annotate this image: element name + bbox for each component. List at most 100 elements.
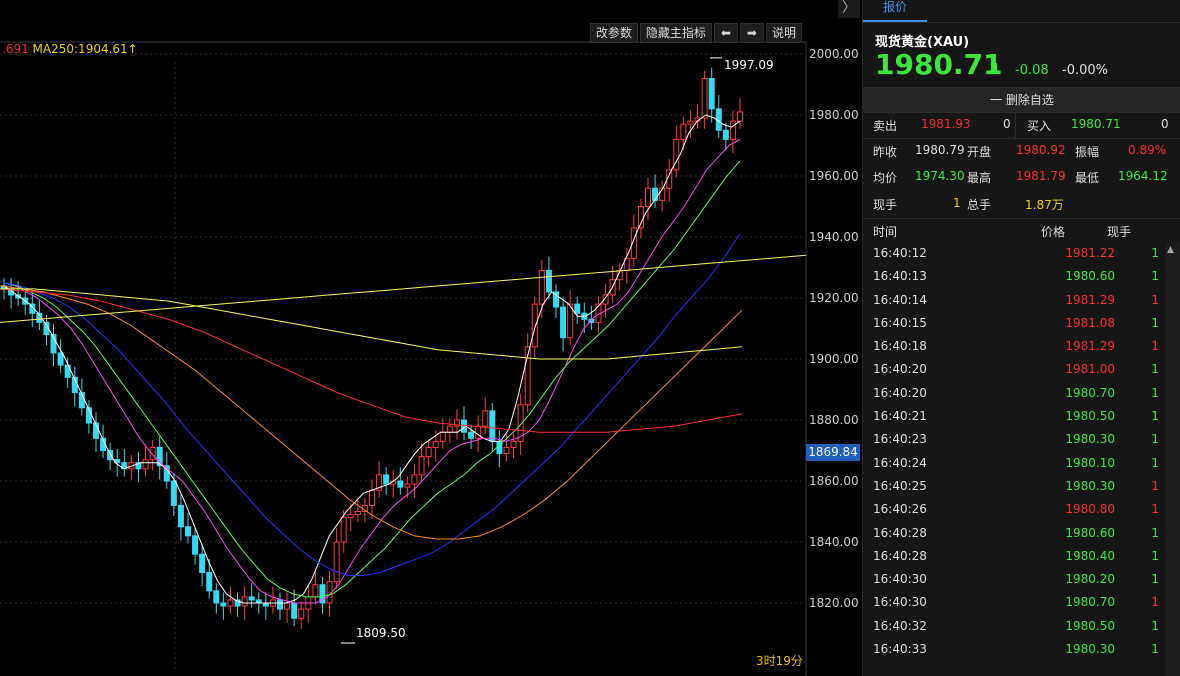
- tick-row: 16:40:12 1981.22 1: [863, 242, 1165, 265]
- tick-row: 16:40:30 1980.70 1: [863, 591, 1165, 614]
- stats-row-3: 现手 1 总手 1.87万: [863, 191, 1180, 217]
- candle-body: [602, 294, 609, 305]
- tick-price: 1980.70: [1065, 385, 1115, 400]
- price-change-pct: -0.00%: [1062, 63, 1108, 78]
- candle-body: [177, 504, 184, 528]
- candle-body: [737, 111, 743, 122]
- y-tick-label: 1860.00: [809, 474, 859, 488]
- buy-vol: 0: [1161, 117, 1169, 131]
- candle-body: [234, 599, 241, 607]
- candle-body: [510, 440, 517, 448]
- tick-row: 16:40:18 1981.29 1: [863, 335, 1165, 358]
- bid-ask-row: 卖出 1981.93 0 买入 1980.71 0: [863, 112, 1180, 138]
- quote-panel: 报价 现货黄金(XAU) 1980.71 ⬇ -0.08 -0.00% 一 删除…: [862, 0, 1180, 676]
- candle-body: [376, 474, 383, 491]
- y-tick-label: 1940.00: [809, 230, 859, 244]
- help-button[interactable]: 说明: [765, 23, 802, 43]
- stats-row-2: 均价 1974.30 最高 1981.79 最低 1964.12: [863, 164, 1180, 190]
- tick-price: 1980.50: [1065, 409, 1115, 424]
- candle-body: [156, 446, 163, 467]
- bid-ask-divider: [1015, 112, 1016, 138]
- tick-row: 16:40:20 1980.70 1: [863, 382, 1165, 405]
- candle-body: [404, 483, 411, 488]
- tab-quote[interactable]: 报价: [863, 0, 927, 22]
- candle-body: [312, 584, 319, 598]
- tick-vol: 1: [1151, 548, 1159, 563]
- candle-body: [439, 431, 446, 442]
- tick-price: 1980.50: [1065, 618, 1115, 633]
- y-tick-label: 1880.00: [809, 413, 859, 427]
- candle-body: [418, 456, 425, 476]
- candle-body: [213, 590, 220, 604]
- y-tick-label: 1960.00: [809, 169, 859, 183]
- kline-chart-area[interactable]: 2000.00 1980.00 1960.00 1940.00 1920.00 1900.…: [0, 0, 862, 676]
- tick-time: 16:40:18: [873, 339, 927, 354]
- candle-body: [545, 270, 552, 293]
- candle-body: [538, 270, 545, 305]
- high-annotation: 1997.09: [724, 58, 774, 72]
- tick-vol: 1: [1151, 455, 1159, 470]
- divider: [863, 218, 1180, 219]
- tick-price: 1980.80: [1065, 502, 1115, 517]
- change-params-button[interactable]: 改参数: [589, 23, 638, 43]
- candle-body: [333, 541, 340, 583]
- tick-time: 16:40:13: [873, 269, 927, 284]
- tick-row: 16:40:14 1981.29 1: [863, 289, 1165, 312]
- candle-body: [291, 602, 298, 619]
- tick-price: 1980.60: [1065, 269, 1115, 284]
- candle-body: [680, 123, 687, 140]
- price-change: -0.08: [1015, 63, 1049, 78]
- candle-body: [531, 303, 538, 348]
- tick-row: 16:40:13 1980.60 1: [863, 265, 1165, 288]
- amp: 0.89%: [1128, 143, 1167, 157]
- tick-row: 16:40:33 1980.30 1: [863, 638, 1165, 661]
- candle-body: [383, 474, 390, 485]
- kline-chart[interactable]: 2000.00 1980.00 1960.00 1940.00 1920.00 1900.…: [0, 0, 862, 676]
- candle-body: [503, 446, 510, 455]
- candle-body: [354, 511, 361, 516]
- tick-list-scrollbar[interactable]: [1165, 242, 1180, 676]
- y-tick-label: 1840.00: [809, 535, 859, 549]
- candle-body: [630, 227, 637, 259]
- prev-close-label: 昨收: [873, 145, 898, 159]
- ma-line-ma20: [3, 160, 741, 598]
- candle-body: [50, 334, 57, 354]
- ticks-header-vol: 现手: [1107, 225, 1132, 239]
- tick-row: 16:40:30 1980.20 1: [863, 568, 1165, 591]
- candle-body: [722, 129, 729, 140]
- sell-price: 1981.93: [921, 117, 971, 131]
- candle-body: [560, 306, 567, 339]
- ma-line-ma250: [0, 288, 743, 360]
- tick-list[interactable]: 16:40:12 1981.22 1 16:40:13 1980.60 1 16:40:14…: [863, 242, 1165, 661]
- tick-row: 16:40:23 1980.30 1: [863, 428, 1165, 451]
- candle-body: [347, 514, 354, 519]
- tick-vol: 1: [1151, 362, 1159, 377]
- current-price-tag: 1869.84: [806, 444, 860, 461]
- tick-price: 1980.30: [1065, 478, 1115, 493]
- hide-main-indicator-button[interactable]: 隐藏主指标: [639, 23, 712, 43]
- candle-body: [248, 596, 255, 601]
- next-arrow-button[interactable]: ➡: [739, 23, 764, 43]
- tick-time: 16:40:30: [873, 595, 927, 610]
- candle-body: [135, 462, 142, 470]
- tick-time: 16:40:28: [873, 548, 927, 563]
- candle-body: [468, 431, 475, 439]
- candle-body: [482, 410, 489, 427]
- y-tick-label: 2000.00: [809, 47, 859, 61]
- candle-body: [241, 596, 248, 607]
- candle-body: [340, 517, 347, 543]
- tick-row: 16:40:21 1980.50 1: [863, 405, 1165, 428]
- ma-line-ma30: [3, 233, 741, 576]
- scroll-up-icon[interactable]: ▲: [1167, 245, 1174, 255]
- candle-body: [57, 352, 64, 366]
- collapse-panel-icon[interactable]: 〉: [838, 0, 860, 18]
- tick-vol: 1: [1151, 269, 1159, 284]
- tick-price: 1981.29: [1065, 339, 1115, 354]
- remove-watchlist-button[interactable]: 一 删除自选: [863, 87, 1180, 113]
- tick-time: 16:40:12: [873, 246, 927, 260]
- prev-arrow-button[interactable]: ⬅: [713, 23, 738, 43]
- tick-vol: 1: [1151, 595, 1159, 610]
- high: 1981.79: [1016, 169, 1066, 183]
- tick-row: 16:40:24 1980.10 1: [863, 452, 1165, 475]
- tick-vol: 1: [1151, 315, 1159, 330]
